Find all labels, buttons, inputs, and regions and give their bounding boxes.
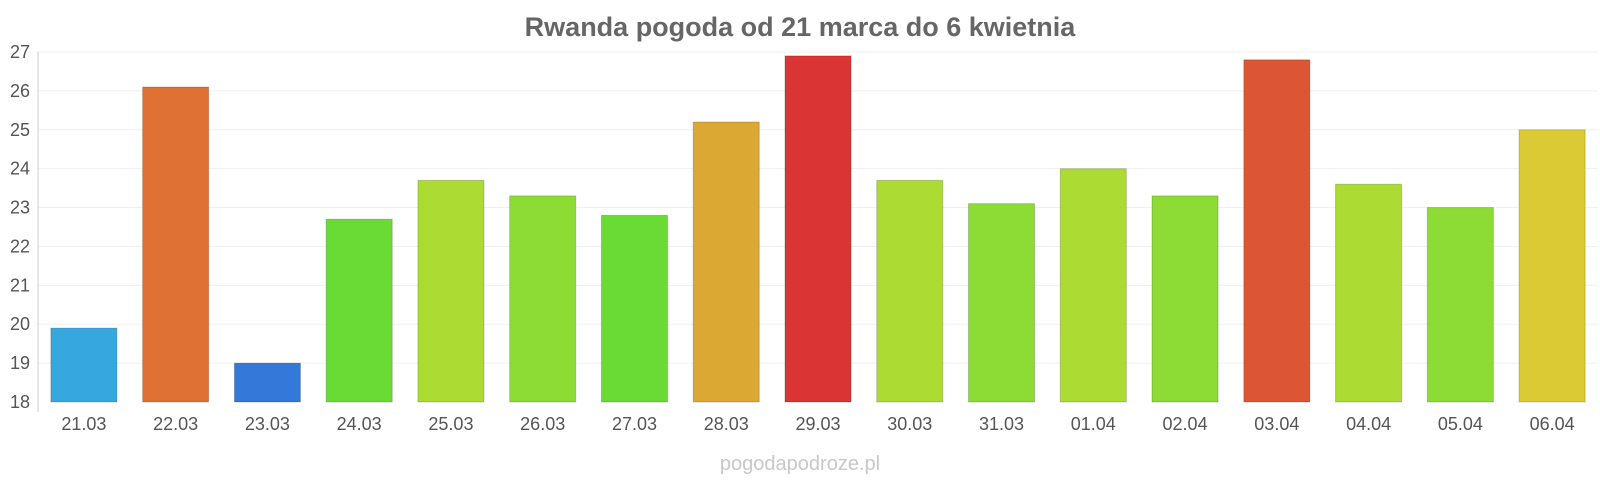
bar-22.03 bbox=[142, 86, 210, 403]
bar-24.03 bbox=[325, 218, 393, 403]
bar-21.03 bbox=[50, 327, 118, 403]
x-tick-label: 28.03 bbox=[704, 414, 749, 434]
x-tick-label: 26.03 bbox=[520, 414, 565, 434]
bar-04.04 bbox=[1335, 183, 1403, 403]
bar-31.03 bbox=[967, 203, 1036, 403]
y-tick-label: 21 bbox=[10, 275, 30, 295]
x-tick-label: 23.03 bbox=[245, 414, 290, 434]
x-tick-label: 29.03 bbox=[795, 414, 840, 434]
x-tick-label: 04.04 bbox=[1346, 414, 1391, 434]
bar-02.04 bbox=[1151, 195, 1219, 403]
bar-01.04 bbox=[1059, 168, 1127, 403]
x-axis-ticks: 21.03 22.03 23.03 24.03 25.03 26.03 27.03 28.03… bbox=[61, 414, 1574, 434]
x-tick-label: 22.03 bbox=[153, 414, 198, 434]
bar-23.03 bbox=[233, 362, 301, 403]
x-tick-label: 25.03 bbox=[428, 414, 473, 434]
x-tick-label: 27.03 bbox=[612, 414, 657, 434]
y-tick-label: 24 bbox=[10, 159, 30, 179]
y-tick-label: 20 bbox=[10, 314, 30, 334]
y-tick-label: 25 bbox=[10, 120, 30, 140]
y-axis-ticks: 18 19 20 21 22 23 24 25 26 27 bbox=[10, 42, 30, 412]
bar-25.03 bbox=[417, 179, 485, 403]
x-tick-label: 06.04 bbox=[1530, 414, 1575, 434]
bar-06.04 bbox=[1518, 129, 1586, 403]
y-tick-label: 22 bbox=[10, 236, 30, 256]
y-tick-label: 27 bbox=[10, 42, 30, 62]
bar-05.04 bbox=[1426, 207, 1494, 403]
x-tick-label: 24.03 bbox=[337, 414, 382, 434]
y-tick-label: 19 bbox=[10, 353, 30, 373]
y-tick-label: 18 bbox=[10, 392, 30, 412]
y-tick-label: 26 bbox=[10, 81, 30, 101]
bar-27.03 bbox=[600, 214, 669, 403]
x-tick-label: 31.03 bbox=[979, 414, 1024, 434]
bar-29.03 bbox=[784, 55, 852, 403]
y-tick-label: 23 bbox=[10, 198, 30, 218]
x-tick-label: 05.04 bbox=[1438, 414, 1483, 434]
chart-title: Rwanda pogoda od 21 marca do 6 kwietnia bbox=[525, 12, 1077, 42]
x-tick-label: 01.04 bbox=[1071, 414, 1116, 434]
watermark-text: pogodapodroze.pl bbox=[720, 453, 880, 475]
bars bbox=[50, 55, 1586, 403]
bar-28.03 bbox=[692, 121, 760, 403]
bar-30.03 bbox=[876, 179, 944, 403]
bar-03.04 bbox=[1243, 59, 1311, 403]
x-tick-label: 03.04 bbox=[1254, 414, 1299, 434]
bar-26.03 bbox=[509, 195, 577, 403]
x-tick-label: 02.04 bbox=[1163, 414, 1208, 434]
x-tick-label: 30.03 bbox=[887, 414, 932, 434]
x-tick-label: 21.03 bbox=[61, 414, 106, 434]
